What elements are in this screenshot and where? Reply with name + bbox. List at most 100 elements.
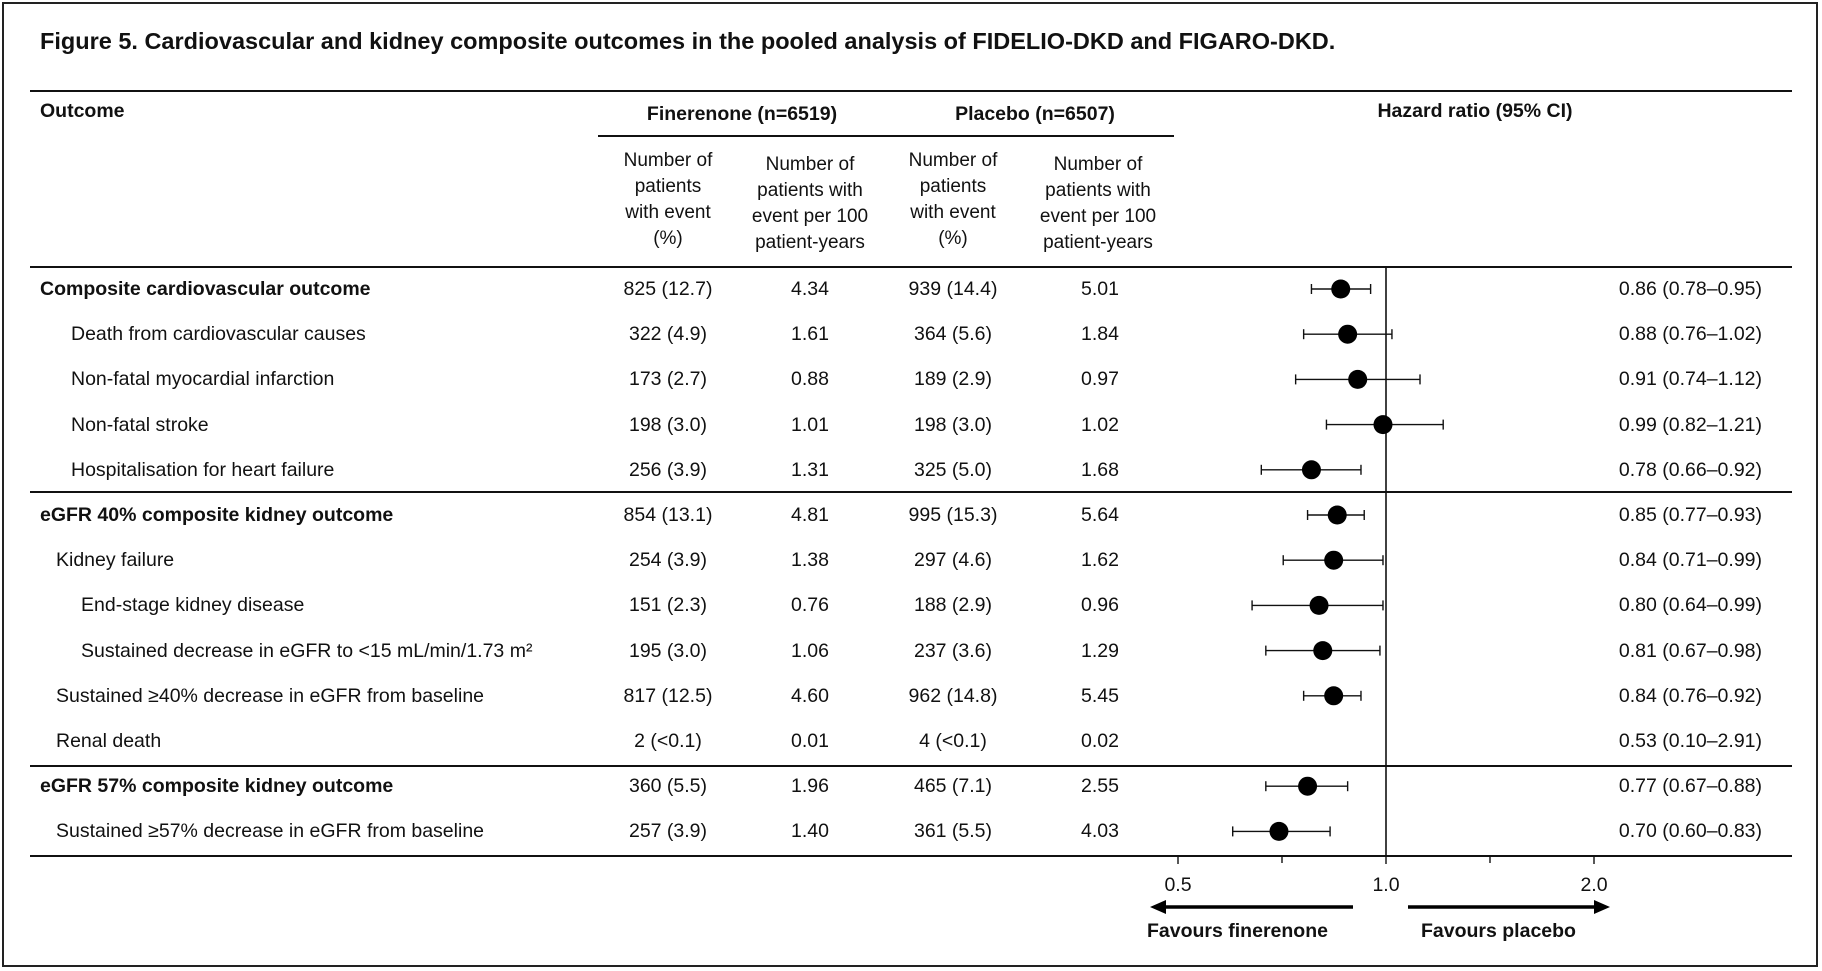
finerenone-rate-cell: 1.38 <box>791 549 829 572</box>
row-label: eGFR 57% composite kidney outcome <box>40 775 394 798</box>
header-bottom-rule <box>30 266 1792 268</box>
finerenone-rate-cell: 1.31 <box>791 458 829 481</box>
placebo-rate-cell: 1.02 <box>1081 413 1119 436</box>
finerenone-rate-cell: 1.61 <box>791 323 829 346</box>
x-tick-label-1.0: 1.0 <box>1372 874 1400 896</box>
finerenone-count-cell: 151 (2.3) <box>628 594 708 617</box>
finerenone-group-header: Finerenone (n=6519) <box>646 103 838 125</box>
finerenone-rate-cell: 1.06 <box>791 639 829 662</box>
placebo-group-header: Placebo (n=6507) <box>955 103 1115 125</box>
finerenone-count-cell: 198 (3.0) <box>628 413 708 436</box>
x-tick-label-2.0: 2.0 <box>1580 874 1608 896</box>
placebo-count-cell: 297 (4.6) <box>913 549 993 572</box>
hr-point <box>1298 776 1318 796</box>
section-rule-kidney57 <box>30 765 1792 767</box>
finerenone-rate-cell: 0.88 <box>791 368 829 391</box>
figure-title: Figure 5. Cardiovascular and kidney comp… <box>40 28 1336 54</box>
finerenone-rate-cell: 1.01 <box>791 413 829 436</box>
row-label: Composite cardiovascular outcome <box>40 278 371 300</box>
hazard-ratio-cell: 0.85 (0.77–0.93) <box>1618 504 1762 526</box>
placebo-count-cell: 4 (<0.1) <box>919 730 987 752</box>
row-label: Hospitalisation for heart failure <box>71 458 335 481</box>
placebo-count-cell: 465 (7.1) <box>913 775 993 798</box>
hr-point <box>1373 415 1393 435</box>
placebo-count-cell: 189 (2.9) <box>913 368 993 391</box>
finerenone-rate-cell: 4.34 <box>791 278 829 300</box>
finerenone-count-cell: 173 (2.7) <box>628 368 708 391</box>
hr-point <box>1327 505 1347 525</box>
x-tick-label-0.5: 0.5 <box>1164 874 1192 896</box>
placebo-count-cell: 364 (5.6) <box>913 323 993 346</box>
finerenone-rate-cell: 1.40 <box>791 820 829 843</box>
placebo-rate-cell: 1.62 <box>1081 549 1119 572</box>
hazard-ratio-cell: 0.84 (0.76–0.92) <box>1618 684 1762 707</box>
row-label: Renal death <box>56 730 162 752</box>
finerenone-count-cell: 256 (3.9) <box>628 458 708 481</box>
hazard-ratio-cell: 0.99 (0.82–1.21) <box>1618 413 1762 436</box>
finerenone-count-cell: 817 (12.5) <box>623 684 713 707</box>
placebo-rate-cell: 1.68 <box>1081 458 1119 481</box>
hazard-ratio-cell: 0.81 (0.67–0.98) <box>1618 639 1762 662</box>
hazard-ratio-cell: 0.84 (0.71–0.99) <box>1618 549 1762 572</box>
row-label: Kidney failure <box>56 549 175 572</box>
placebo-count-cell: 237 (3.6) <box>913 639 993 662</box>
placebo-rate-cell: 5.45 <box>1081 684 1119 707</box>
hazard-ratio-cell: 0.78 (0.66–0.92) <box>1618 458 1762 481</box>
hazard-ratio-cell: 0.80 (0.64–0.99) <box>1618 594 1762 617</box>
finerenone-rate-cell: 1.96 <box>791 775 829 798</box>
finerenone-rate-cell: 4.81 <box>791 504 829 526</box>
finerenone-count-header: Number of patients with event (%) <box>623 150 713 249</box>
placebo-count-cell: 361 (5.5) <box>913 820 993 843</box>
hazard-ratio-cell: 0.88 (0.76–1.02) <box>1618 323 1762 346</box>
finerenone-count-cell: 2 (<0.1) <box>634 730 702 752</box>
hr-point <box>1301 460 1321 480</box>
hazard-ratio-cell: 0.77 (0.67–0.88) <box>1618 775 1762 798</box>
outcome-header: Outcome <box>40 100 125 122</box>
hazard-ratio-cell: 0.53 (0.10–2.91) <box>1618 730 1762 752</box>
placebo-count-cell: 995 (15.3) <box>908 504 998 526</box>
row-label: Non-fatal stroke <box>71 413 209 436</box>
row-label: Non-fatal myocardial infarction <box>71 368 335 391</box>
placebo-count-cell: 188 (2.9) <box>913 594 993 617</box>
hazard-ratio-cell: 0.91 (0.74–1.12) <box>1618 368 1762 391</box>
section-rule-kidney40 <box>30 491 1792 493</box>
finerenone-count-cell: 254 (3.9) <box>628 549 708 572</box>
finerenone-rate-header: Number of patients with event per 100 patie… <box>751 154 869 253</box>
placebo-rate-cell: 5.64 <box>1081 504 1119 526</box>
finerenone-count-cell: 825 (12.7) <box>623 278 713 300</box>
hr-point <box>1324 686 1344 706</box>
placebo-rate-header: Number of patients with event per 100 patie… <box>1039 154 1157 253</box>
hr-point <box>1269 821 1289 841</box>
finerenone-rate-cell: 0.76 <box>791 594 829 617</box>
placebo-rate-cell: 0.97 <box>1081 368 1119 391</box>
placebo-count-cell: 939 (14.4) <box>908 278 998 300</box>
placebo-count-cell: 962 (14.8) <box>908 684 998 707</box>
finerenone-count-cell: 360 (5.5) <box>628 775 708 798</box>
favours-placebo-arrowhead <box>1594 900 1610 914</box>
favours-placebo-label: Favours placebo <box>1421 920 1576 942</box>
finerenone-rate-cell: 0.01 <box>791 730 829 752</box>
group-underline <box>598 135 1174 137</box>
hazard-ratio-header: Hazard ratio (95% CI) <box>1377 100 1573 122</box>
favours-finerenone-arrowhead <box>1150 900 1166 914</box>
placebo-rate-cell: 0.96 <box>1081 594 1119 617</box>
hr-point <box>1331 279 1351 299</box>
row-label: Death from cardiovascular causes <box>71 323 366 346</box>
hr-point <box>1324 550 1344 570</box>
placebo-rate-cell: 5.01 <box>1081 278 1119 300</box>
placebo-count-cell: 198 (3.0) <box>913 413 993 436</box>
placebo-count-header: Number of patients with event (%) <box>908 150 998 249</box>
finerenone-count-cell: 322 (4.9) <box>628 323 708 346</box>
hazard-ratio-cell: 0.70 (0.60–0.83) <box>1618 820 1762 843</box>
row-label: Sustained decrease in eGFR to <15 mL/min… <box>81 639 533 662</box>
hazard-ratio-cell: 0.86 (0.78–0.95) <box>1618 278 1762 300</box>
favours-finerenone-label: Favours finerenone <box>1147 920 1328 942</box>
placebo-rate-cell: 1.29 <box>1081 639 1119 662</box>
placebo-rate-cell: 2.55 <box>1081 775 1119 798</box>
row-label: Sustained ≥57% decrease in eGFR from bas… <box>56 820 485 843</box>
finerenone-count-cell: 257 (3.9) <box>628 820 708 843</box>
table-bottom-rule <box>30 855 1792 857</box>
finerenone-count-cell: 854 (13.1) <box>623 504 713 526</box>
